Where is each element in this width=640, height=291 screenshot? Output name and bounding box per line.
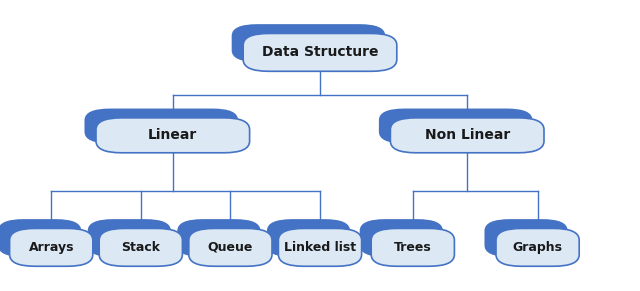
Text: Linear: Linear xyxy=(148,128,197,142)
Text: Stack: Stack xyxy=(122,241,160,254)
Text: Queue: Queue xyxy=(208,241,253,254)
FancyBboxPatch shape xyxy=(267,219,350,257)
Text: Non Linear: Non Linear xyxy=(424,128,510,142)
FancyBboxPatch shape xyxy=(10,228,93,266)
FancyBboxPatch shape xyxy=(0,219,81,257)
FancyBboxPatch shape xyxy=(177,219,260,257)
FancyBboxPatch shape xyxy=(496,228,579,266)
FancyBboxPatch shape xyxy=(371,228,454,266)
FancyBboxPatch shape xyxy=(390,118,544,153)
FancyBboxPatch shape xyxy=(99,228,182,266)
FancyBboxPatch shape xyxy=(243,33,397,71)
FancyBboxPatch shape xyxy=(88,219,171,257)
FancyBboxPatch shape xyxy=(189,228,272,266)
FancyBboxPatch shape xyxy=(96,118,250,153)
Text: Graphs: Graphs xyxy=(513,241,563,254)
Text: Linked list: Linked list xyxy=(284,241,356,254)
FancyBboxPatch shape xyxy=(360,219,443,257)
FancyBboxPatch shape xyxy=(84,109,238,143)
FancyBboxPatch shape xyxy=(232,24,385,62)
FancyBboxPatch shape xyxy=(484,219,568,257)
Text: Arrays: Arrays xyxy=(28,241,74,254)
FancyBboxPatch shape xyxy=(278,228,362,266)
Text: Trees: Trees xyxy=(394,241,431,254)
Text: Data Structure: Data Structure xyxy=(262,45,378,59)
FancyBboxPatch shape xyxy=(379,109,532,143)
